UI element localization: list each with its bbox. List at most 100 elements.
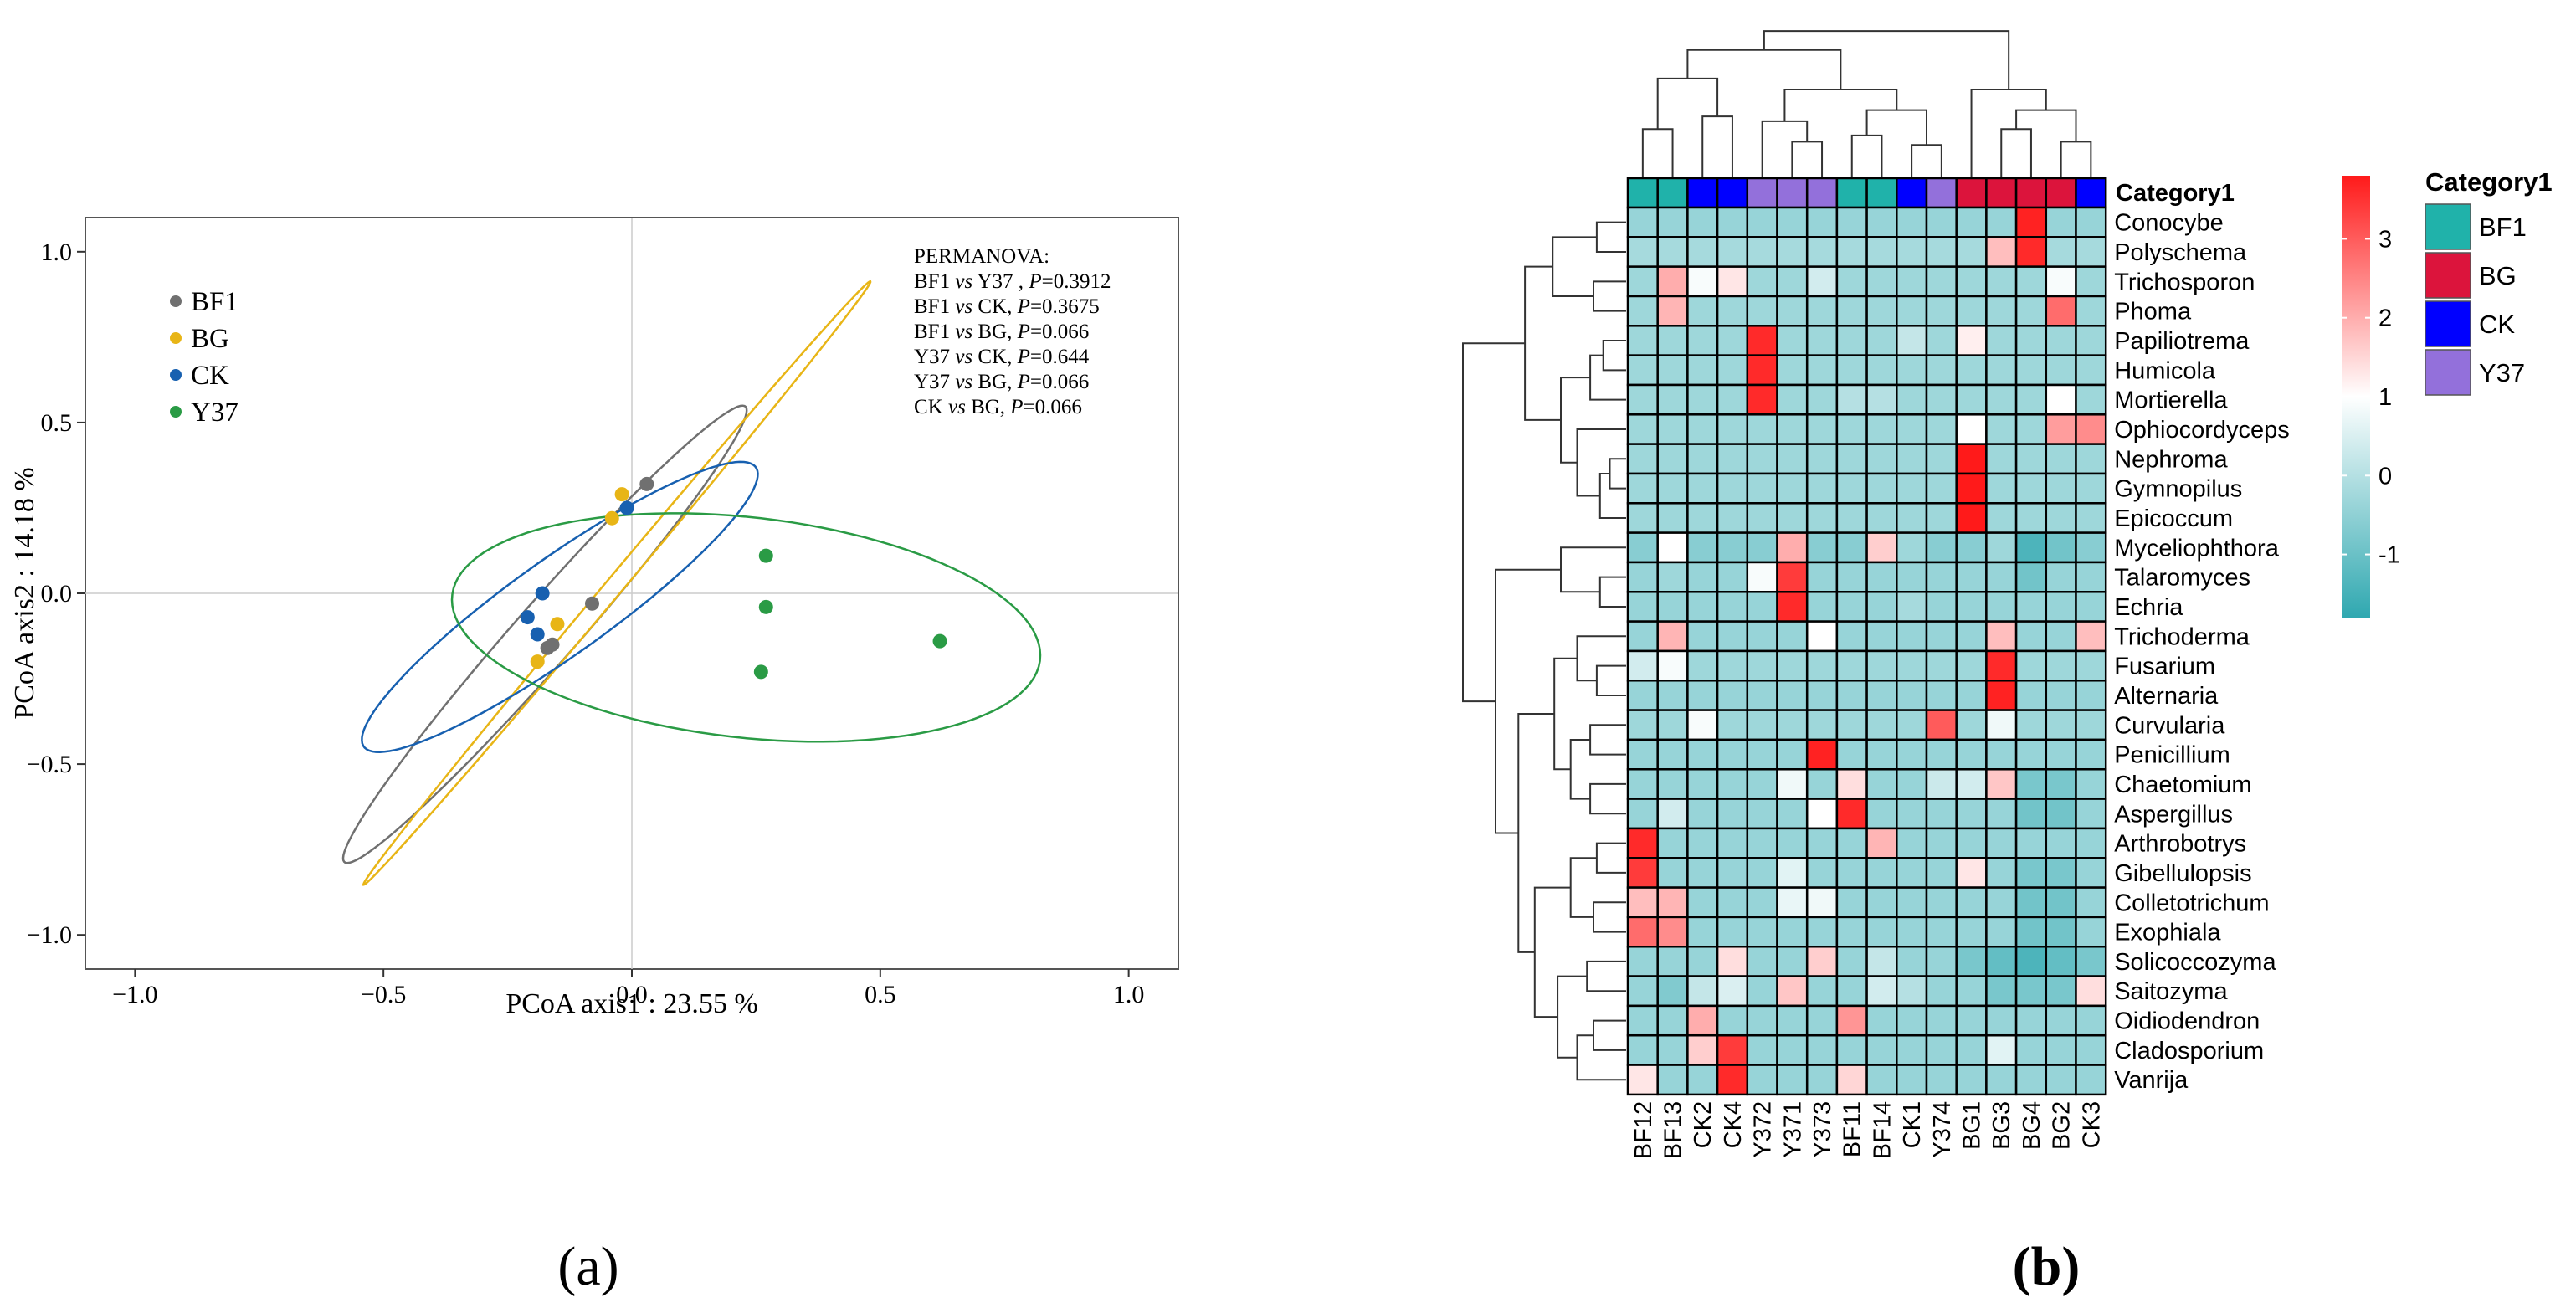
heatmap-cell <box>2045 325 2077 356</box>
heatmap-cell <box>1835 591 1868 623</box>
column-label: Y371 <box>1779 1101 1806 1158</box>
heatmap-cell <box>1896 649 1928 682</box>
heatmap-cell <box>1805 443 1839 475</box>
heatmap-cell <box>1835 738 1868 771</box>
heatmap-cell <box>1746 1064 1778 1096</box>
heatmap-cell <box>1656 354 1689 387</box>
heatmap-cell <box>1985 206 2018 238</box>
heatmap-cell <box>1985 383 2018 416</box>
heatmap-cell <box>1656 591 1689 623</box>
annotation-fragment: =0.066 <box>1024 396 1082 418</box>
heatmap-cell <box>1656 206 1689 238</box>
heatmap-cell <box>1985 236 2018 268</box>
heatmap-cell <box>1835 325 1868 356</box>
row-label: Cladosporium <box>2114 1038 2264 1064</box>
heatmap-cell <box>1716 975 1749 1008</box>
heatmap-cell <box>1865 591 1898 623</box>
heatmap-cell <box>2075 680 2107 711</box>
heatmap-cell <box>1746 680 1778 711</box>
row-label: Penicillium <box>2114 742 2230 769</box>
heatmap-cell <box>1776 236 1809 268</box>
heatmap-cell <box>1896 857 1928 889</box>
heatmap-cell <box>2045 236 2077 268</box>
heatmap-cell <box>1896 354 1928 387</box>
heatmap-cell <box>1776 383 1809 416</box>
row-label: Solicoccozyma <box>2114 949 2276 976</box>
heatmap-cell <box>1776 295 1809 327</box>
row-label: Conocybe <box>2114 210 2224 237</box>
heatmap-cell <box>2045 798 2077 830</box>
heatmap-cell <box>1955 325 1988 356</box>
heatmap-cell <box>1955 531 1988 564</box>
heatmap-cell <box>1746 325 1778 356</box>
heatmap-cell <box>1716 857 1749 889</box>
panel-a-label: (a) <box>557 1236 618 1297</box>
column-label: BF11 <box>1840 1101 1866 1157</box>
point-bf1 <box>585 596 600 611</box>
heatmap-cell <box>1896 798 1928 830</box>
heatmap-cell <box>2014 975 2048 1008</box>
heatmap-cell <box>1716 591 1749 623</box>
heatmap-cell <box>2045 886 2077 919</box>
heatmap-cell <box>1865 265 1898 298</box>
heatmap-cell <box>1626 946 1659 977</box>
heatmap-cell <box>1656 857 1689 889</box>
heatmap-cell <box>1686 680 1719 711</box>
dendrogram-branch <box>1462 342 1526 703</box>
heatmap-cell <box>1656 531 1689 564</box>
heatmap-cell <box>1985 768 2018 800</box>
row-label: Gibellulopsis <box>2114 860 2251 887</box>
heatmap-cell <box>1985 502 2018 534</box>
heatmap-cell <box>1955 472 1988 505</box>
heatmap-cell <box>1955 1033 1988 1066</box>
dendrogram-branch <box>1865 109 1927 146</box>
heatmap-cell <box>1925 680 1958 711</box>
point-y37 <box>758 548 773 563</box>
annotation-fragment: =0.3675 <box>1030 295 1100 318</box>
dendrogram-branch <box>1598 576 1626 608</box>
heatmap-cell <box>1985 857 2018 889</box>
heatmap-cell <box>1626 1004 1659 1037</box>
heatmap-cell <box>1985 472 2018 505</box>
heatmap-cell <box>1955 1064 1988 1096</box>
heatmap-cell <box>1865 738 1898 771</box>
heatmap-cell <box>1896 383 1928 416</box>
row-label: Polyschema <box>2114 239 2247 266</box>
heatmap-cell <box>1865 354 1898 387</box>
annotation-fragment: vs <box>948 396 966 418</box>
heatmap-cell <box>1686 916 1719 948</box>
legend-label-bg: BG <box>191 324 229 354</box>
heatmap-cell <box>1746 206 1778 238</box>
heatmap-cell <box>1716 236 1749 268</box>
heatmap-cell <box>1746 354 1778 387</box>
heatmap-cell <box>1746 531 1778 564</box>
heatmap-cell <box>1805 472 1839 505</box>
point-bf1 <box>639 476 654 491</box>
heatmap-cell <box>2014 620 2048 653</box>
pcoa-y-axis-label: PCoA axis2 : 14.18 % <box>9 467 40 719</box>
category-strip-label: Category1 <box>2116 180 2235 207</box>
heatmap-cell <box>1626 206 1659 238</box>
heatmap-cell <box>2045 295 2077 327</box>
category-cell-bg <box>1955 177 1988 209</box>
column-label: BG1 <box>1959 1101 1986 1150</box>
point-ck <box>535 586 550 601</box>
legend-swatch-y37 <box>2425 349 2471 396</box>
heatmap-cell <box>1716 502 1749 534</box>
heatmap-cell <box>1686 591 1719 623</box>
heatmap-cell <box>1896 946 1928 977</box>
heatmap-cell <box>2014 443 2048 475</box>
heatmap-cell <box>1776 502 1809 534</box>
heatmap-cell <box>1746 265 1778 298</box>
heatmap-cell <box>1865 709 1898 741</box>
ellipse-bg <box>362 280 872 886</box>
heatmap-cell <box>2075 620 2107 653</box>
heatmap-cell <box>1925 265 1958 298</box>
heatmap-cell <box>1896 591 1928 623</box>
heatmap-cell <box>1716 620 1749 653</box>
heatmap-cell <box>1805 857 1839 889</box>
heatmap-cell <box>1835 975 1868 1008</box>
heatmap-cell <box>2045 649 2077 682</box>
heatmap-cell <box>1896 295 1928 327</box>
heatmap-cell <box>1865 236 1898 268</box>
